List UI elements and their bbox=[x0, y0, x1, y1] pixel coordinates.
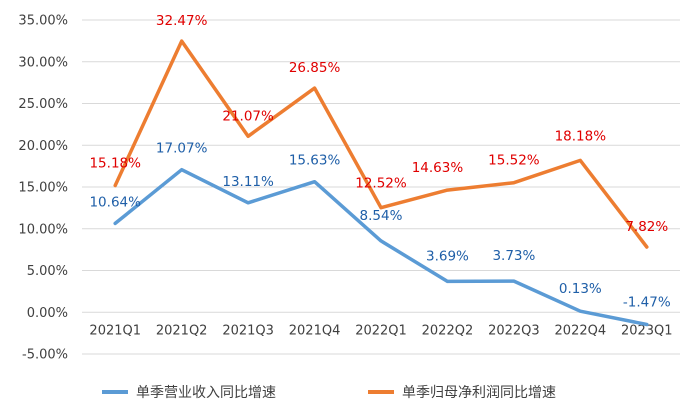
legend-label: 单季归母净利润同比增速 bbox=[402, 384, 556, 401]
x-axis-ticks: 2021Q1 2021Q2 2021Q3 2021Q4 2022Q1 2022Q2 2022… bbox=[89, 323, 672, 338]
legend-label: 单季营业收入同比增速 bbox=[136, 385, 276, 401]
data-label: 32.47% bbox=[156, 13, 208, 29]
y-tick-label: 15.00% bbox=[18, 181, 68, 196]
data-label: 12.52% bbox=[355, 176, 407, 192]
data-label: -1.47% bbox=[623, 295, 671, 311]
data-label: 8.54% bbox=[360, 208, 403, 224]
data-label: 14.63% bbox=[412, 160, 464, 176]
y-tick-label: 25.00% bbox=[18, 97, 68, 112]
x-tick-label: 2021Q2 bbox=[156, 323, 208, 338]
x-tick-label: 2021Q4 bbox=[289, 323, 341, 338]
data-label: 15.52% bbox=[488, 153, 540, 169]
data-label: 3.69% bbox=[426, 248, 469, 264]
y-tick-label: -5.00% bbox=[22, 348, 68, 363]
data-label: 15.18% bbox=[89, 155, 141, 171]
y-tick-label: 20.00% bbox=[18, 139, 68, 154]
gridlines bbox=[82, 19, 680, 355]
legend: 单季营业收入同比增速 单季归母净利润同比增速 bbox=[102, 384, 556, 401]
y-tick-label: 10.00% bbox=[18, 222, 68, 237]
series-lines bbox=[113, 39, 649, 327]
x-tick-label: 2021Q1 bbox=[89, 323, 141, 338]
data-label: 10.64% bbox=[89, 194, 141, 210]
data-labels: 10.64% 17.07% 13.11% 15.63% 8.54% 3.69% 3.73% 0… bbox=[89, 13, 670, 310]
data-label: 7.82% bbox=[625, 219, 668, 235]
x-tick-label: 2022Q4 bbox=[555, 323, 607, 338]
data-label: 0.13% bbox=[559, 281, 602, 297]
x-tick-label: 2022Q2 bbox=[422, 323, 474, 338]
series-line bbox=[113, 167, 649, 327]
data-label: 26.85% bbox=[289, 60, 341, 76]
y-axis-ticks: -5.00% 0.00% 5.00% 10.00% 15.00% 20.00% 25.00%… bbox=[18, 14, 68, 363]
data-label: 15.63% bbox=[289, 153, 341, 169]
data-label: 3.73% bbox=[492, 248, 535, 264]
y-tick-label: 5.00% bbox=[27, 264, 68, 279]
y-tick-label: 35.00% bbox=[18, 14, 68, 29]
data-label: 17.07% bbox=[156, 141, 208, 157]
data-label: 13.11% bbox=[222, 174, 274, 190]
x-tick-label: 2021Q3 bbox=[222, 323, 274, 338]
data-label: 18.18% bbox=[555, 128, 607, 144]
y-tick-label: 0.00% bbox=[27, 306, 68, 321]
x-tick-label: 2022Q3 bbox=[488, 323, 540, 338]
data-label: 21.07% bbox=[222, 108, 274, 124]
x-tick-label: 2023Q1 bbox=[621, 323, 673, 338]
x-tick-label: 2022Q1 bbox=[355, 323, 407, 338]
series-line bbox=[113, 39, 649, 249]
y-tick-label: 30.00% bbox=[18, 55, 68, 70]
